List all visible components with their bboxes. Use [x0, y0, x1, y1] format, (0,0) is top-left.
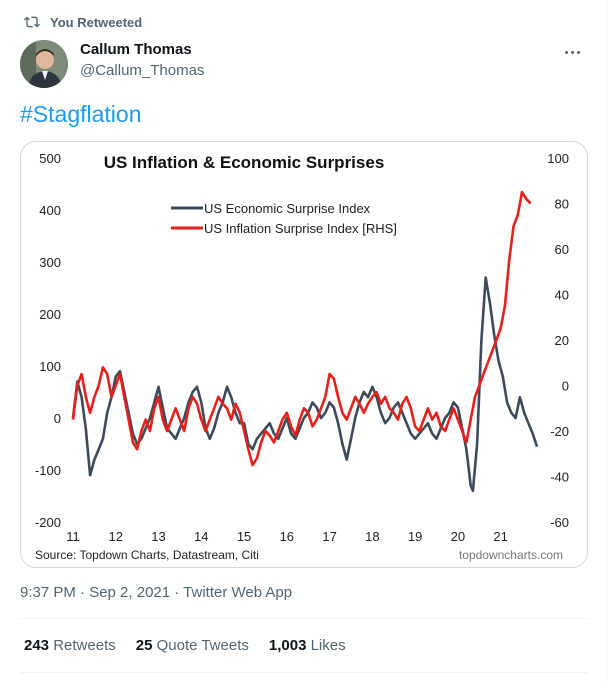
- tweet-stats: 243 Retweets 25 Quote Tweets 1,003 Likes: [24, 637, 346, 654]
- x-tick: 17: [322, 529, 336, 544]
- chart-title: US Inflation & Economic Surprises: [104, 153, 385, 172]
- x-tick: 18: [365, 529, 379, 544]
- y-left-axis: 500 400 300 200 100 0 -100 -200: [35, 151, 61, 530]
- chart: US Inflation & Economic Surprises US Eco…: [35, 151, 569, 562]
- divider: [20, 618, 588, 619]
- x-tick: 13: [151, 529, 165, 544]
- retweet-label: You Retweeted: [50, 14, 143, 30]
- y-left-tick: -200: [35, 515, 61, 530]
- y-right-tick: -20: [550, 424, 569, 439]
- retweet-header: You Retweeted: [24, 14, 142, 30]
- y-right-tick: -60: [550, 515, 569, 530]
- likes-stat[interactable]: 1,003 Likes: [269, 637, 346, 654]
- author-block: Callum Thomas @Callum_Thomas: [80, 40, 204, 81]
- hashtag-link[interactable]: #Stagflation: [20, 101, 142, 127]
- y-right-tick: 0: [562, 379, 569, 394]
- quote-tweets-stat[interactable]: 25 Quote Tweets: [136, 637, 249, 654]
- tweet-timestamp[interactable]: 9:37 PM · Sep 2, 2021 · Twitter Web App: [20, 584, 293, 601]
- y-left-tick: 500: [39, 151, 61, 166]
- author-handle[interactable]: @Callum_Thomas: [80, 62, 205, 79]
- divider: [20, 672, 588, 673]
- y-left-tick: 400: [39, 203, 61, 218]
- series-line-inflation-surprise: [71, 190, 532, 467]
- y-right-tick: -40: [550, 470, 569, 485]
- series-line-economic-surprise: [71, 276, 539, 493]
- y-left-tick: 300: [39, 255, 61, 270]
- x-tick: 14: [194, 529, 208, 544]
- retweets-count: 243: [24, 637, 50, 654]
- tweet-media[interactable]: US Inflation & Economic Surprises US Eco…: [20, 141, 588, 568]
- legend-econ: US Economic Surprise Index: [204, 201, 371, 216]
- chart-source: Source: Topdown Charts, Datastream, Citi: [35, 548, 259, 562]
- more-options-icon[interactable]: [557, 42, 587, 62]
- x-axis: 11 12 13 14 15 16 17 18 19 20 21: [66, 529, 508, 544]
- retweets-stat[interactable]: 243 Retweets: [24, 637, 116, 654]
- quote-tweets-label: Quote Tweets: [156, 637, 249, 654]
- avatar[interactable]: [20, 40, 68, 88]
- retweets-label: Retweets: [53, 637, 116, 654]
- quote-tweets-count: 25: [135, 637, 153, 654]
- chart-legend: US Economic Surprise Index US Inflation …: [171, 201, 397, 236]
- legend-infl: US Inflation Surprise Index [RHS]: [204, 221, 397, 236]
- x-tick: 11: [66, 529, 80, 544]
- y-right-tick: 20: [555, 333, 569, 348]
- y-left-tick: 100: [39, 359, 61, 374]
- y-left-tick: -100: [35, 463, 61, 478]
- chart-watermark: topdowncharts.com: [459, 548, 563, 562]
- y-left-tick: 0: [54, 411, 61, 426]
- x-tick: 12: [109, 529, 123, 544]
- x-tick: 19: [408, 529, 422, 544]
- x-tick: 20: [451, 529, 465, 544]
- chart-lines: [71, 190, 539, 493]
- y-right-tick: 80: [555, 197, 569, 212]
- x-tick: 21: [493, 529, 507, 544]
- x-tick: 16: [280, 529, 294, 544]
- x-tick: 15: [237, 529, 251, 544]
- y-right-tick: 100: [547, 151, 569, 166]
- y-right-tick: 40: [555, 288, 569, 303]
- timeline-border: [606, 0, 607, 681]
- y-left-tick: 200: [39, 307, 61, 322]
- y-right-axis: 100 80 60 40 20 0 -20 -40 -60: [547, 151, 569, 530]
- likes-count: 1,003: [268, 637, 307, 654]
- author-name[interactable]: Callum Thomas: [80, 41, 192, 58]
- y-right-tick: 60: [555, 242, 569, 257]
- retweet-icon: [24, 16, 40, 28]
- likes-label: Likes: [310, 637, 346, 654]
